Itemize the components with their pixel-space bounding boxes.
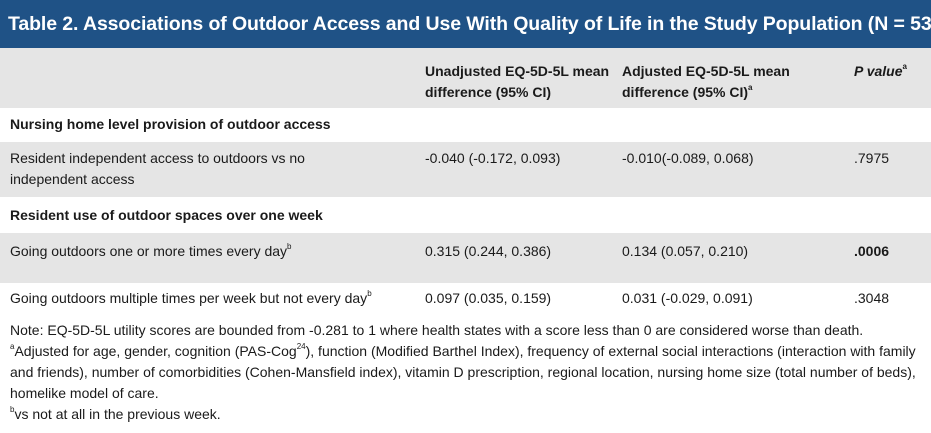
cell-adjusted: 0.134 (0.057, 0.210) [622, 243, 749, 259]
cell-p-value: .7975 [854, 150, 890, 166]
header-adjusted-footnote: a [748, 83, 753, 93]
cell-unadjusted: 0.097 (0.035, 0.159) [425, 290, 552, 306]
header-p-value-footnote: a [902, 62, 907, 72]
header-adjusted-text: Adjusted EQ-5D-5L mean difference (95% C… [622, 63, 790, 100]
header-adjusted: Adjusted EQ-5D-5L mean difference (95% C… [622, 61, 832, 103]
footnote-a: aAdjusted for age, gender, cognition (PA… [10, 341, 925, 404]
cell-p-value: .0006 [854, 243, 890, 259]
table-row: Going outdoors one or more times every d… [0, 233, 931, 283]
cell-unadjusted: 0.315 (0.244, 0.386) [425, 243, 552, 259]
section-label: Resident use of outdoor spaces over one … [10, 207, 323, 223]
table-header-row: Unadjusted EQ-5D-5L mean difference (95%… [0, 48, 931, 108]
footnote-b-marker: b [10, 405, 15, 415]
footnote-b-text: vs not at all in the previous week. [14, 406, 221, 422]
section-row: Resident use of outdoor spaces over one … [0, 197, 931, 233]
section-row: Nursing home level provision of outdoor … [0, 108, 931, 142]
footnote-a-text-after: ), function (Modified Barthel Index), fr… [10, 343, 916, 401]
header-p-value-text: P value [854, 63, 903, 79]
table-title: Table 2. Associations of Outdoor Access … [0, 0, 931, 48]
cell-p-value: .3048 [854, 290, 890, 306]
cell-unadjusted: -0.040 (-0.172, 0.093) [425, 150, 561, 166]
footnote-a-text-before: Adjusted for age, gender, cognition (PAS… [14, 343, 297, 359]
row-label-footnote: b [287, 242, 292, 252]
note-general: Note: EQ-5D-5L utility scores are bounde… [10, 322, 864, 338]
footnote-b: bvs not at all in the previous week. [10, 404, 925, 425]
section-label: Nursing home level provision of outdoor … [10, 116, 331, 132]
cell-adjusted: 0.031 (-0.029, 0.091) [622, 290, 753, 306]
row-label-footnote: b [367, 289, 372, 299]
row-label-text: Resident independent access to outdoors … [10, 150, 305, 187]
row-label-text: Going outdoors multiple times per week b… [10, 290, 368, 306]
footnote-a-marker: a [10, 342, 15, 352]
row-label-text: Going outdoors one or more times every d… [10, 243, 288, 259]
header-unadjusted: Unadjusted EQ-5D-5L mean difference (95%… [425, 63, 610, 100]
table-row: Going outdoors multiple times per week b… [0, 283, 931, 317]
table-notes: Note: EQ-5D-5L utility scores are bounde… [10, 320, 925, 425]
header-p-value: P valuea [854, 61, 924, 82]
table-row: Resident independent access to outdoors … [0, 142, 931, 197]
row-label: Resident independent access to outdoors … [10, 148, 370, 190]
row-label: Going outdoors one or more times every d… [10, 241, 410, 262]
footnote-a-reference: 24 [296, 342, 306, 352]
row-label: Going outdoors multiple times per week b… [10, 288, 425, 309]
cell-adjusted: -0.010(-0.089, 0.068) [622, 150, 754, 166]
